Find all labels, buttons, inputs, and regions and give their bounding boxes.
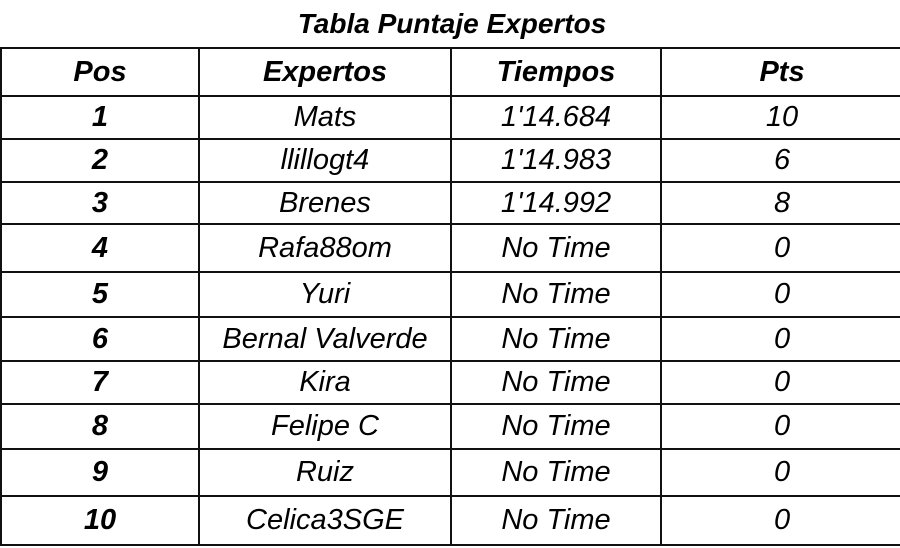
table-row: 3 Brenes 1'14.992 8: [0, 181, 900, 225]
table-row: 1 Mats 1'14.684 10: [0, 95, 900, 140]
table-row: 2 llillogt4 1'14.983 6: [0, 138, 900, 183]
table-row: 4 Rafa88om No Time 0: [0, 223, 900, 273]
pos-cell: 1: [0, 95, 200, 140]
expert-cell: Rafa88om: [198, 223, 452, 273]
expert-cell: Felipe C: [198, 403, 452, 450]
table-row: 9 Ruiz No Time 0: [0, 448, 900, 497]
pos-cell: 5: [0, 271, 200, 318]
expert-cell: Celica3SGE: [198, 495, 452, 546]
pts-cell: 0: [659, 360, 900, 405]
pos-cell: 4: [0, 223, 200, 273]
header-row: Pos Expertos Tiempos Pts: [0, 47, 900, 97]
header-pts: Pts: [659, 47, 900, 97]
time-cell: No Time: [450, 448, 662, 497]
expert-cell: Ruiz: [198, 448, 452, 497]
pts-cell: 0: [659, 448, 900, 497]
pos-cell: 2: [0, 138, 200, 183]
pos-cell: 10: [0, 495, 200, 546]
time-cell: 1'14.983: [450, 138, 662, 183]
pts-cell: 8: [659, 181, 900, 225]
table-title: Tabla Puntaje Expertos: [1, 0, 900, 49]
table-row: 7 Kira No Time 0: [0, 360, 900, 405]
expert-cell: Brenes: [198, 181, 452, 225]
time-cell: 1'14.684: [450, 95, 662, 140]
title-row: Tabla Puntaje Expertos: [1, 0, 900, 49]
table-row: 8 Felipe C No Time 0: [0, 403, 900, 450]
table-row: 6 Bernal Valverde No Time 0: [0, 316, 900, 362]
header-tiempos: Tiempos: [450, 47, 662, 97]
time-cell: No Time: [450, 403, 662, 450]
time-cell: No Time: [450, 316, 662, 362]
pts-cell: 0: [659, 403, 900, 450]
expert-cell: Yuri: [198, 271, 452, 318]
pts-cell: 0: [659, 223, 900, 273]
header-pos: Pos: [0, 47, 200, 97]
expert-cell: Kira: [198, 360, 452, 405]
pos-cell: 3: [0, 181, 200, 225]
expert-cell: llillogt4: [198, 138, 452, 183]
pts-cell: 0: [659, 271, 900, 318]
time-cell: 1'14.992: [450, 181, 662, 225]
expert-cell: Bernal Valverde: [198, 316, 452, 362]
time-cell: No Time: [450, 360, 662, 405]
header-expertos: Expertos: [198, 47, 452, 97]
time-cell: No Time: [450, 495, 662, 546]
table-row: 5 Yuri No Time 0: [0, 271, 900, 318]
pos-cell: 9: [0, 448, 200, 497]
pts-cell: 0: [659, 495, 900, 546]
pos-cell: 6: [0, 316, 200, 362]
time-cell: No Time: [450, 271, 662, 318]
expert-cell: Mats: [198, 95, 452, 140]
pts-cell: 0: [659, 316, 900, 362]
pts-cell: 10: [659, 95, 900, 140]
pos-cell: 7: [0, 360, 200, 405]
table-row: 10 Celica3SGE No Time 0: [0, 495, 900, 546]
pts-cell: 6: [659, 138, 900, 183]
pos-cell: 8: [0, 403, 200, 450]
time-cell: No Time: [450, 223, 662, 273]
